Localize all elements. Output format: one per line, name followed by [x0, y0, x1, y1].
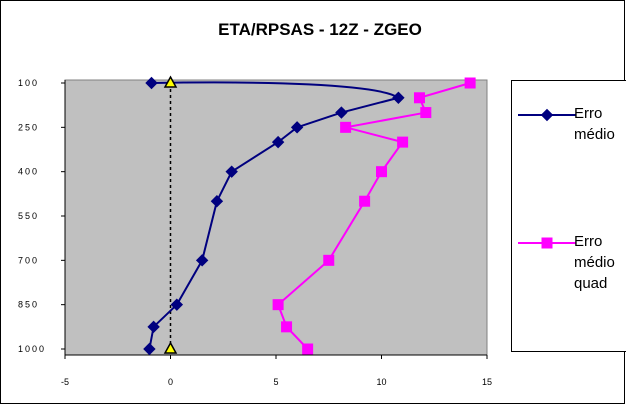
axes: -5 0 5 10 15 100 250 400 550 700 850 1000 — [18, 78, 492, 387]
y-tick-label: 850 — [18, 300, 39, 310]
data-point — [225, 165, 238, 178]
legend-swatch-marker — [540, 108, 554, 122]
legend-swatch-marker — [541, 237, 553, 249]
data-point — [271, 135, 285, 149]
series-erro-medio-quad — [272, 77, 476, 355]
data-point — [340, 121, 352, 133]
data-point — [290, 121, 304, 134]
series-layer — [143, 75, 476, 356]
series-line — [148, 81, 401, 350]
data-point — [210, 195, 224, 208]
legend-swatch — [518, 237, 576, 249]
data-point — [420, 107, 432, 119]
data-point — [335, 106, 348, 119]
data-point — [195, 254, 209, 267]
x-tick-label: 0 — [168, 377, 173, 387]
x-tick-label: 5 — [273, 377, 278, 387]
zero-reference-marker — [163, 75, 178, 88]
data-point — [147, 320, 160, 334]
plot-background — [64, 79, 488, 356]
data-point — [272, 299, 284, 311]
data-point — [302, 343, 314, 355]
legend-label: Erro médio quad — [574, 233, 615, 292]
plot-area — [64, 79, 488, 356]
y-tick-label: 100 — [18, 78, 39, 88]
data-point — [464, 77, 476, 89]
data-point — [413, 92, 425, 104]
data-point — [323, 254, 335, 266]
legend-label: Erro médio — [574, 105, 615, 143]
y-tick-label: 550 — [18, 211, 39, 221]
chart-title: ETA/RPSAS - 12Z - ZGEO — [218, 20, 422, 39]
y-tick-label: 250 — [18, 122, 39, 132]
x-tick-label: -5 — [61, 377, 69, 387]
y-tick-label: 400 — [18, 167, 39, 177]
data-point — [281, 321, 293, 333]
x-tick-label: 15 — [482, 377, 492, 387]
data-point — [145, 76, 158, 90]
x-tick-label: 10 — [376, 377, 386, 387]
data-point — [143, 342, 156, 356]
legend-swatch — [518, 108, 576, 122]
y-tick-label: 700 — [18, 255, 39, 265]
series-erro-medio — [143, 76, 405, 356]
data-point — [359, 195, 371, 207]
legend: Erro médio Erro médio quad — [511, 80, 626, 352]
data-point — [392, 91, 405, 104]
zero-reference-marker — [163, 341, 178, 354]
data-point — [170, 298, 184, 311]
data-point — [376, 166, 387, 178]
data-point — [397, 136, 409, 148]
y-tick-label: 1000 — [18, 344, 46, 354]
